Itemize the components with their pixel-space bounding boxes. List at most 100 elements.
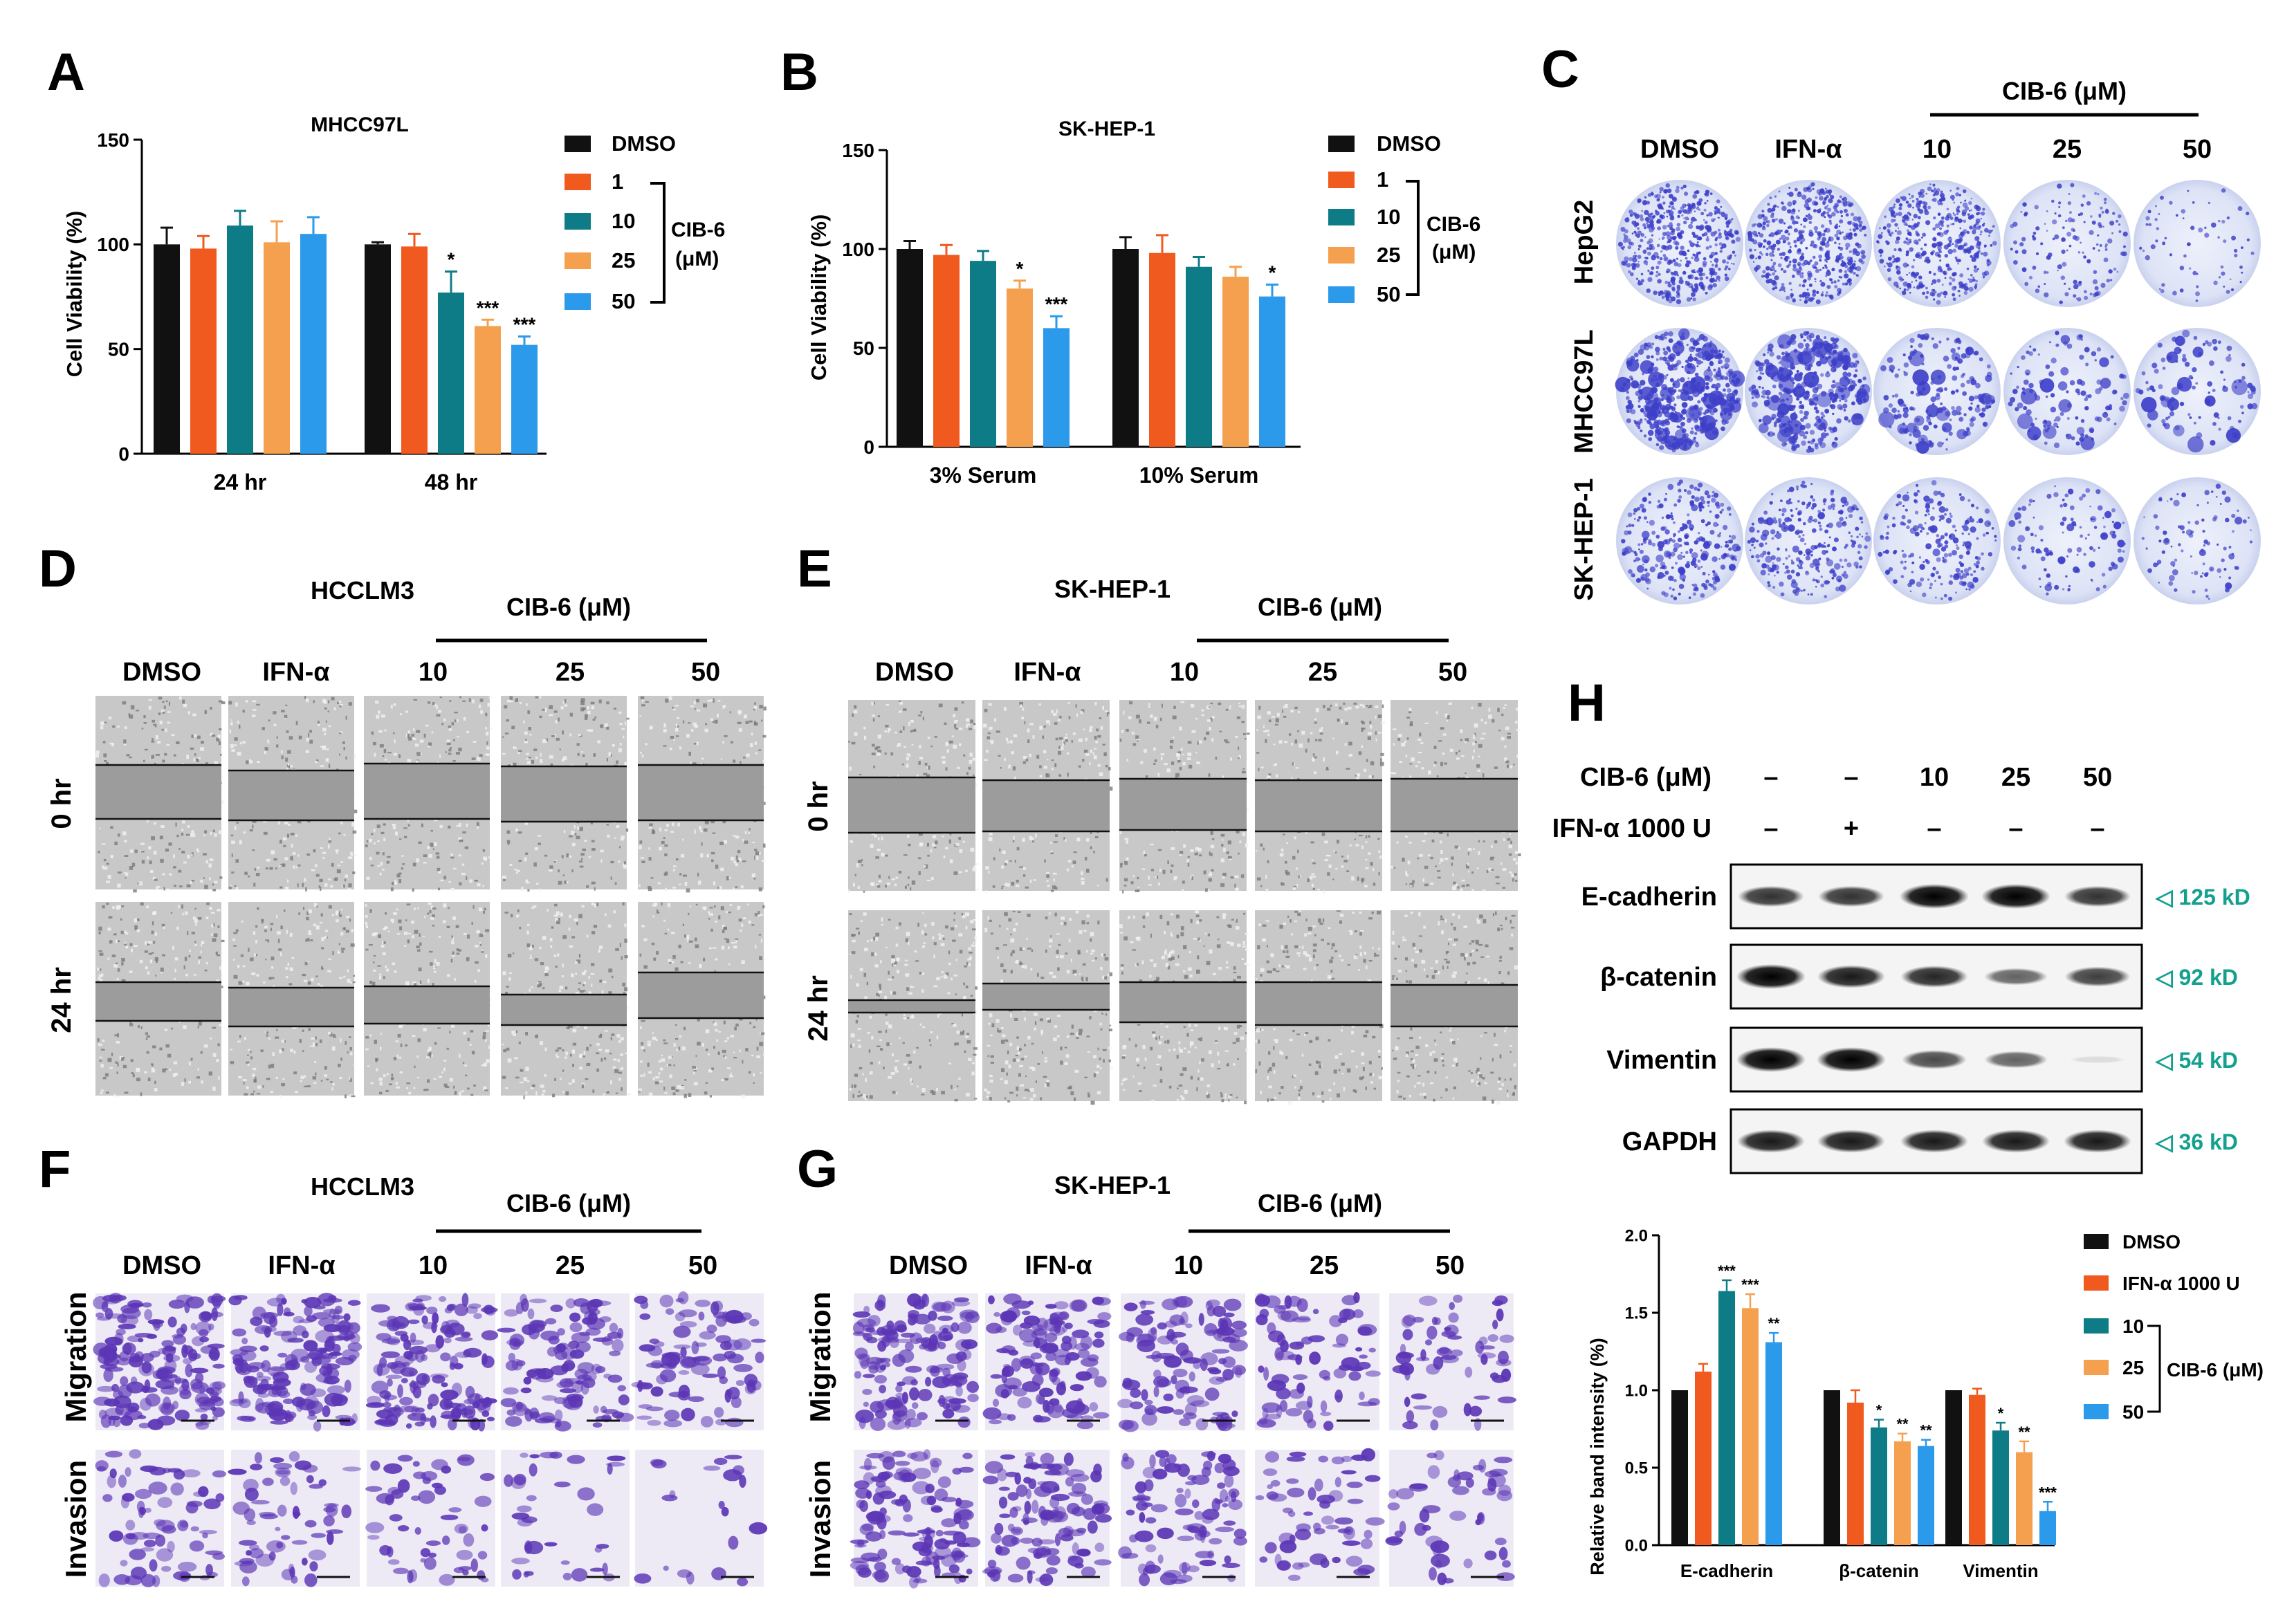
cell-texture xyxy=(164,753,167,756)
colony xyxy=(1826,371,1829,373)
colony xyxy=(1959,495,1965,501)
colony xyxy=(1640,279,1644,283)
colony xyxy=(1695,243,1700,248)
colony xyxy=(1906,525,1910,530)
cell-texture xyxy=(405,710,409,713)
colony xyxy=(1694,540,1698,545)
colony xyxy=(1778,391,1783,396)
colony xyxy=(1912,206,1914,209)
cell-texture xyxy=(455,752,460,755)
colony xyxy=(1810,240,1815,244)
colony xyxy=(2080,203,2084,207)
colony xyxy=(1830,503,1836,508)
colony xyxy=(2196,285,2199,288)
colony xyxy=(2101,533,2107,538)
colony xyxy=(1651,355,1654,359)
colony xyxy=(1660,250,1663,253)
colony xyxy=(1851,540,1857,545)
colony xyxy=(2067,548,2073,553)
colony xyxy=(1845,213,1849,217)
colony xyxy=(1858,258,1863,263)
colony xyxy=(1732,375,1736,379)
cell-texture xyxy=(178,696,182,700)
colony xyxy=(1695,382,1701,388)
cell-texture xyxy=(587,705,589,710)
colony xyxy=(1885,569,1891,575)
cell-texture xyxy=(365,844,368,847)
cell-texture xyxy=(295,866,297,869)
legend-swatch-25 xyxy=(1328,247,1355,264)
colony xyxy=(2050,393,2055,398)
cell-texture xyxy=(185,833,190,836)
colony xyxy=(1822,414,1826,418)
colony xyxy=(1776,530,1779,534)
colony xyxy=(1902,422,1905,425)
colony xyxy=(1776,557,1781,562)
cell-texture xyxy=(366,840,369,843)
colony xyxy=(1816,349,1822,356)
colony xyxy=(1846,562,1852,568)
colony xyxy=(1716,432,1719,434)
colony xyxy=(1766,223,1770,228)
colony xyxy=(1824,242,1830,248)
bar xyxy=(475,326,501,454)
colony xyxy=(1704,375,1710,381)
cell-texture xyxy=(161,710,165,712)
colony xyxy=(1817,569,1820,573)
colony xyxy=(2082,493,2086,498)
colony xyxy=(1803,522,1806,526)
cell-texture xyxy=(542,708,545,711)
colony xyxy=(1709,268,1716,273)
colony xyxy=(2164,237,2167,240)
cell-texture xyxy=(95,753,99,758)
colony xyxy=(1689,262,1691,265)
colony xyxy=(2143,516,2145,519)
cell-texture xyxy=(122,831,127,836)
colony xyxy=(1644,407,1649,412)
colony xyxy=(2190,376,2194,380)
colony xyxy=(1844,398,1848,403)
colony xyxy=(1788,486,1795,492)
colony xyxy=(2106,278,2111,283)
cell-texture xyxy=(264,750,266,754)
colony xyxy=(1976,537,1979,540)
colony xyxy=(1624,546,1633,554)
colony xyxy=(1976,405,1980,408)
colony xyxy=(1925,508,1930,513)
colony xyxy=(1712,586,1717,591)
cell-texture xyxy=(230,722,233,726)
colony xyxy=(1653,194,1658,199)
cell-texture xyxy=(182,699,185,704)
colony xyxy=(1767,203,1770,206)
colony xyxy=(1754,392,1761,399)
colony xyxy=(1958,554,1963,560)
colony xyxy=(2091,437,2094,441)
culture-well xyxy=(2003,180,2131,307)
bar xyxy=(264,242,290,454)
colony xyxy=(1909,291,1911,294)
colony xyxy=(2113,389,2118,394)
colony xyxy=(1848,362,1855,368)
colony xyxy=(2008,520,2016,527)
colony xyxy=(1640,380,1646,386)
colony xyxy=(1988,234,1991,237)
colony xyxy=(1888,233,1891,236)
colony xyxy=(2091,220,2096,225)
colony xyxy=(1717,234,1723,239)
colony xyxy=(1690,377,1696,383)
cell-texture xyxy=(371,833,374,836)
colony xyxy=(1909,247,1914,252)
colony xyxy=(1892,205,1896,209)
colony xyxy=(1908,272,1911,274)
cell-texture xyxy=(398,754,401,758)
colony xyxy=(2077,282,2082,286)
colony xyxy=(1628,209,1633,214)
colony xyxy=(1920,252,1925,257)
colony xyxy=(1966,249,1972,254)
cell-texture xyxy=(544,708,547,712)
cell-texture xyxy=(461,872,466,876)
colony xyxy=(1965,572,1970,576)
colony xyxy=(1751,544,1754,546)
colony xyxy=(2087,533,2090,537)
cell-texture xyxy=(585,714,588,718)
